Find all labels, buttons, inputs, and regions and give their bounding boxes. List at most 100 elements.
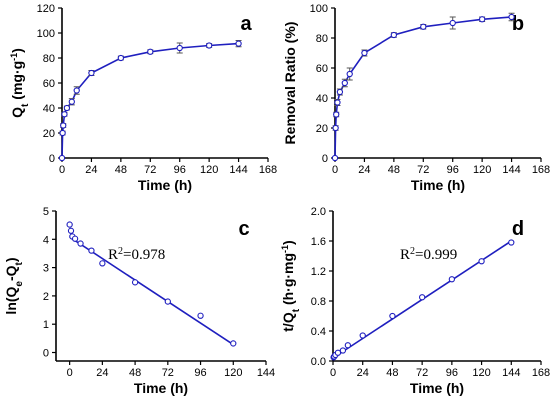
- y-title-sup: -1: [9, 53, 19, 61]
- y-title-sub: t: [14, 261, 25, 265]
- y-tick-label: 3: [43, 263, 49, 275]
- y-title-part: ): [280, 240, 296, 245]
- data-point: [71, 235, 79, 242]
- data-point: [359, 332, 366, 339]
- y-axis-title: t/Qt (h·g·mg-1): [280, 240, 302, 331]
- data-point: [197, 312, 204, 319]
- panel-label: a: [240, 13, 252, 35]
- y-title-sub: t: [291, 308, 302, 312]
- data-point: [88, 247, 95, 254]
- data-point: [508, 239, 515, 246]
- data-point: [59, 129, 66, 137]
- panel-label: d: [512, 218, 524, 240]
- y-tick-label: 4: [43, 234, 49, 246]
- x-tick-label: 96: [194, 367, 206, 379]
- data-point: [164, 298, 171, 305]
- y-tick-label: 0.0: [311, 356, 326, 368]
- data-point: [131, 279, 139, 286]
- x-tick-label: 72: [417, 164, 429, 176]
- data-point: [448, 276, 456, 283]
- x-axis-title: Time (h): [411, 177, 465, 193]
- data-point: [334, 349, 342, 356]
- x-tick-label: 48: [388, 164, 400, 176]
- annot-part: =0.978: [123, 247, 165, 263]
- x-tick-label: 0: [67, 367, 73, 379]
- x-tick-label: 24: [96, 367, 108, 379]
- y-tick-label: 2.0: [311, 206, 326, 218]
- r-squared-annotation: R2=0.999: [400, 246, 457, 264]
- x-tick-label: 0: [332, 164, 338, 176]
- x-tick-label: 72: [162, 367, 174, 379]
- annot-sup: 2: [118, 246, 123, 257]
- x-tick-label: 120: [473, 164, 491, 176]
- y-tick-label: 0: [49, 153, 55, 165]
- x-tick-label: 144: [229, 164, 247, 176]
- annot-part: R: [108, 247, 118, 263]
- data-point: [117, 54, 125, 62]
- y-axis-title: Qt (mg·g-1): [9, 48, 31, 118]
- y-title-part: ln(Q: [3, 286, 19, 314]
- y-tick-label: 60: [43, 78, 55, 90]
- data-point: [73, 87, 80, 94]
- y-tick-label: 0: [322, 153, 328, 165]
- panel-a: 0 24 48 72 96 120 144 168 0 20 40 60 80 100 120 Time (h…: [9, 3, 277, 193]
- data-point: [344, 342, 352, 349]
- y-tick-label: 40: [43, 103, 55, 115]
- y-tick-label: 20: [43, 128, 55, 140]
- y-title-part: (h·g·mg: [280, 253, 296, 309]
- y-title-part: -Q: [3, 265, 19, 281]
- y-title-part: ): [3, 257, 19, 262]
- y-title-part: ): [9, 48, 25, 53]
- data-point: [66, 221, 73, 228]
- y-title-part: (mg·g: [9, 61, 25, 104]
- data-point: [230, 340, 237, 347]
- data-point: [61, 111, 68, 118]
- annot-part: =0.999: [415, 247, 457, 263]
- panel-b: 0 24 48 72 96 120 144 168 0 20 40 60 80 100 Time (h) Re…: [282, 3, 550, 193]
- data-point: [390, 31, 398, 39]
- x-tick-label: 168: [532, 367, 550, 379]
- x-tick-label: 168: [259, 164, 277, 176]
- x-axis-title: Time (h): [134, 380, 188, 396]
- data-point: [333, 111, 340, 118]
- series-line: [61, 42, 239, 159]
- y-axis-title: ln(Qe-Qt): [3, 257, 25, 314]
- r-squared-annotation: R2=0.978: [108, 246, 165, 264]
- x-tick-label: 48: [115, 164, 127, 176]
- data-point: [361, 49, 368, 57]
- panel-c: 0 24 48 72 96 120 144 0 1 2 3 4 5 Time (h) ln(Qe-Qt) c R…: [3, 206, 275, 396]
- data-point: [449, 19, 456, 27]
- x-tick-label: 120: [472, 367, 490, 379]
- data-point: [478, 16, 486, 23]
- y-axis-title: Removal Ratio (%): [282, 22, 298, 145]
- x-tick-label: 144: [502, 367, 520, 379]
- y-title-sub: e: [14, 281, 25, 287]
- y-tick-label: 100: [310, 3, 328, 15]
- y-tick-label: 40: [316, 93, 328, 105]
- data-point: [147, 48, 154, 55]
- x-tick-label: 48: [129, 367, 141, 379]
- data-point: [68, 98, 75, 105]
- data-point: [67, 227, 75, 234]
- data-point: [334, 99, 341, 106]
- data-point: [478, 258, 485, 265]
- y-tick-label: 80: [316, 33, 328, 45]
- x-tick-label: 72: [416, 367, 428, 379]
- x-tick-label: 168: [532, 164, 550, 176]
- data-point: [63, 104, 71, 112]
- data-point: [336, 88, 344, 96]
- data-point: [339, 347, 347, 354]
- fit-line: [69, 236, 234, 346]
- y-tick-label: 0.4: [311, 326, 326, 338]
- annot-sup: 2: [410, 246, 415, 257]
- x-tick-label: 144: [257, 367, 275, 379]
- x-tick-label: 48: [386, 367, 398, 379]
- y-title-sub: t: [20, 103, 31, 107]
- y-title-sup: -1: [280, 245, 290, 253]
- x-axis-title: Time (h): [138, 177, 192, 193]
- data-point: [418, 294, 426, 301]
- data-point: [176, 44, 183, 52]
- x-tick-label: 24: [357, 367, 369, 379]
- y-tick-label: 0: [43, 348, 49, 360]
- y-tick-label: 80: [43, 53, 55, 65]
